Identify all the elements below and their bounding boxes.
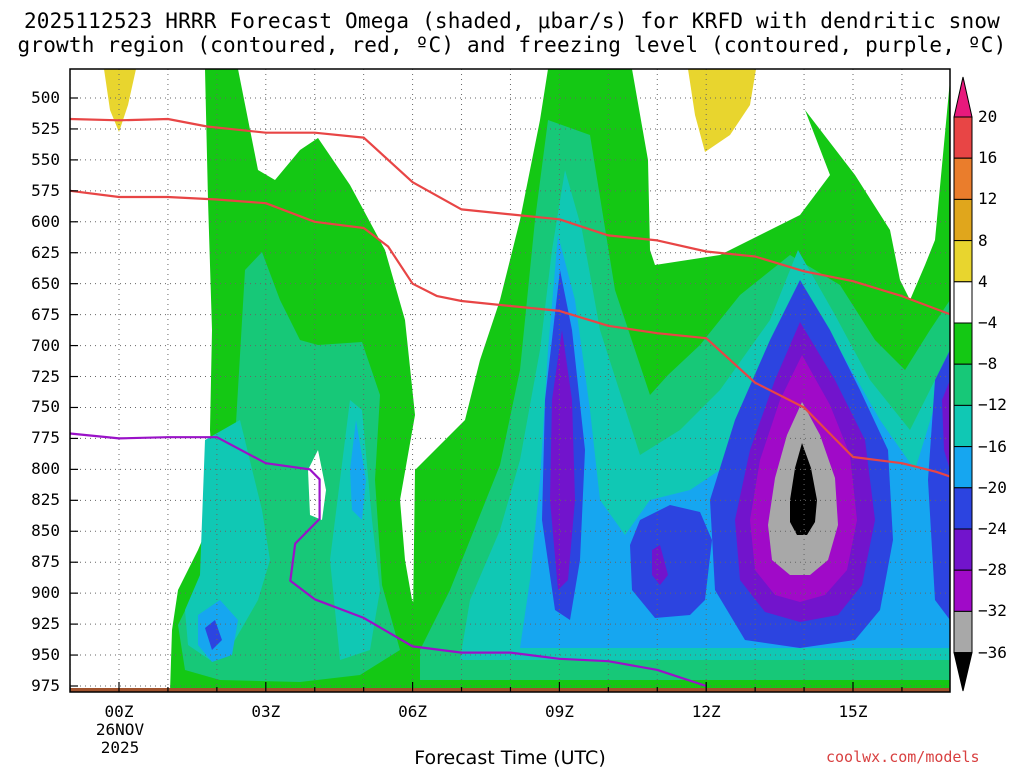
y-tick-label: 975 xyxy=(31,676,60,695)
contour-line xyxy=(70,189,950,478)
colorbar-swatch xyxy=(953,528,973,571)
omega-neg12-area xyxy=(185,420,270,660)
colorbar-swatch xyxy=(953,322,973,365)
omega-neg24-area xyxy=(942,380,950,470)
colorbar-swatch xyxy=(953,281,973,324)
colorbar-label: −8 xyxy=(978,354,998,374)
colorbar-label: −32 xyxy=(978,601,1007,621)
omega-neg24-area xyxy=(550,330,575,590)
date-year: 2025 xyxy=(100,738,140,757)
y-tick-label: 750 xyxy=(31,397,60,417)
chart-title-line1: 2025112523 HRRR Forecast Omega (shaded, … xyxy=(23,9,1001,33)
colorbar-label: −16 xyxy=(978,436,1007,456)
omega-neg12-area xyxy=(330,400,380,660)
x-tick-label: 15Z xyxy=(838,702,868,721)
y-tick-label: 725 xyxy=(31,366,60,386)
omega-4-area xyxy=(104,69,136,132)
colorbar-label: −28 xyxy=(978,560,1007,580)
colorbar-swatch xyxy=(953,157,973,200)
contour-line xyxy=(70,117,950,316)
date-day: 26NOV xyxy=(95,720,145,739)
y-tick-label: 950 xyxy=(31,645,60,665)
y-tick-label: 500 xyxy=(31,88,60,107)
colorbar-swatch xyxy=(953,116,973,159)
omega-neg20-area xyxy=(205,620,222,650)
colorbar-label: −4 xyxy=(978,313,998,332)
omega-neg36-area xyxy=(790,443,817,535)
x-axis-title: Forecast Time (UTC) xyxy=(414,747,606,769)
colorbar-label: 8 xyxy=(978,230,988,250)
colorbar-swatch xyxy=(953,487,973,530)
axis-ticks xyxy=(69,97,903,692)
contour-lines xyxy=(70,117,950,688)
colorbar-swatch xyxy=(953,198,973,242)
y-tick-label: 625 xyxy=(31,242,60,262)
y-tick-label: 925 xyxy=(31,614,60,634)
x-tick-label: 09Z xyxy=(544,702,574,721)
omega-neg24-area xyxy=(652,545,668,585)
y-tick-label: 525 xyxy=(31,118,60,138)
colorbar-label: −36 xyxy=(978,642,1007,662)
colorbar-swatch xyxy=(953,240,973,283)
y-tick-label: 575 xyxy=(31,180,60,200)
colorbar-label: 4 xyxy=(978,271,988,291)
chart-title-line2: growth region (contoured, red, ºC) and f… xyxy=(17,33,1007,57)
colorbar-label: −12 xyxy=(978,395,1007,415)
omega-shading xyxy=(70,69,950,692)
y-tick-label: 875 xyxy=(31,552,60,572)
y-tick-label: 900 xyxy=(31,583,60,603)
x-tick-label: 12Z xyxy=(691,702,721,721)
x-tick-label: 03Z xyxy=(251,702,281,721)
credit-link[interactable]: coolwx.com/models xyxy=(826,748,980,766)
colorbar-swatch xyxy=(953,652,973,692)
omega-neg20-area xyxy=(630,505,712,618)
colorbar-label: 16 xyxy=(978,148,998,168)
colorbar-swatch xyxy=(953,446,973,489)
y-tick-label: 800 xyxy=(31,459,60,479)
omega-neg16-area xyxy=(350,420,366,520)
y-tick-label: 650 xyxy=(31,273,60,293)
y-tick-label: 775 xyxy=(31,428,60,448)
y-tick-label: 600 xyxy=(31,211,60,231)
omega-gap-area xyxy=(308,450,326,520)
colorbar-label: 12 xyxy=(978,189,998,209)
colorbar-label: −20 xyxy=(978,477,1007,497)
y-tick-label: 700 xyxy=(31,335,60,355)
colorbar-swatch xyxy=(953,610,973,654)
omega-4-area xyxy=(688,69,756,152)
colorbar-label: 20 xyxy=(978,107,998,126)
y-tick-label: 550 xyxy=(31,149,60,169)
colorbar xyxy=(953,76,973,692)
contour-line xyxy=(70,432,707,688)
y-tick-label: 825 xyxy=(31,490,60,510)
y-tick-label: 675 xyxy=(31,304,60,324)
x-tick-label: 06Z xyxy=(398,702,428,721)
colorbar-label: −24 xyxy=(978,519,1007,538)
x-tick-label: 00Z xyxy=(104,702,134,721)
y-tick-label: 850 xyxy=(31,521,60,541)
grid xyxy=(69,69,950,692)
colorbar-swatch xyxy=(953,569,973,612)
colorbar-swatch xyxy=(953,76,973,118)
colorbar-swatch xyxy=(953,404,973,448)
colorbar-swatch xyxy=(953,363,973,406)
